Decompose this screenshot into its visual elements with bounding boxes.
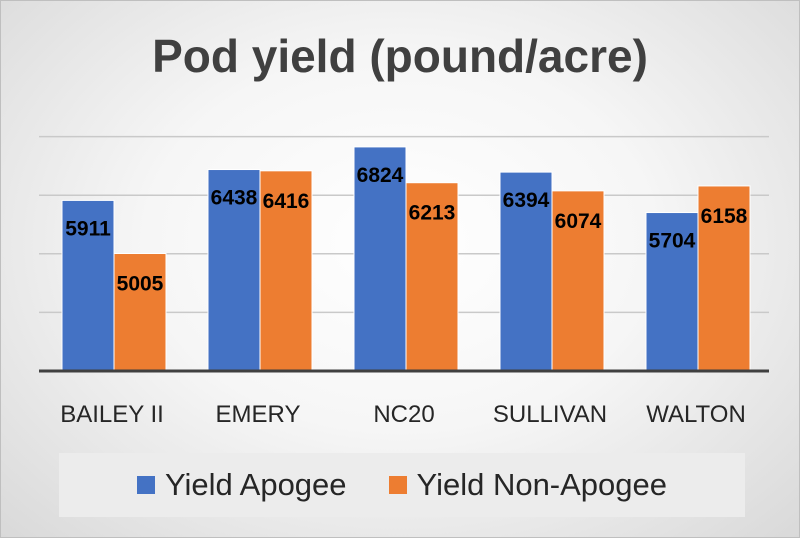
data-label: 6213 xyxy=(409,202,456,225)
category-label: EMERY xyxy=(216,401,301,428)
bar-non-apogee xyxy=(551,190,605,372)
legend-swatch-non-apogee xyxy=(388,476,407,494)
data-label: 6158 xyxy=(701,205,748,228)
data-label: 5704 xyxy=(649,230,696,253)
category-label: NC20 xyxy=(373,401,434,428)
category-label: SULLIVAN xyxy=(493,401,607,428)
bar-non-apogee xyxy=(259,170,313,372)
data-label: 6074 xyxy=(555,210,602,233)
bar-apogee xyxy=(499,171,553,372)
legend-label-apogee: Yield Apogee xyxy=(164,467,347,502)
chart-title: Pod yield (pound/acre) xyxy=(152,30,648,82)
legend-item-apogee: Yield Apogee xyxy=(136,467,347,503)
data-label: 5005 xyxy=(117,273,164,296)
legend-item-non-apogee: Yield Non-Apogee xyxy=(388,467,668,503)
category-label: WALTON xyxy=(646,401,746,428)
bar-apogee xyxy=(645,212,699,372)
bar-apogee xyxy=(353,146,407,372)
bar-non-apogee xyxy=(405,182,459,372)
data-label: 6394 xyxy=(503,189,550,212)
data-label: 5911 xyxy=(65,217,111,240)
legend-swatch-apogee xyxy=(136,476,155,494)
bar-non-apogee xyxy=(697,185,751,372)
legend: Yield Apogee Yield Non-Apogee xyxy=(59,453,745,517)
data-label: 6438 xyxy=(211,187,258,210)
category-label: BAILEY II xyxy=(60,401,164,428)
legend-label-non-apogee: Yield Non-Apogee xyxy=(416,467,668,502)
data-label: 6416 xyxy=(263,190,310,213)
data-label: 6824 xyxy=(357,164,404,187)
bar-non-apogee xyxy=(113,253,167,372)
